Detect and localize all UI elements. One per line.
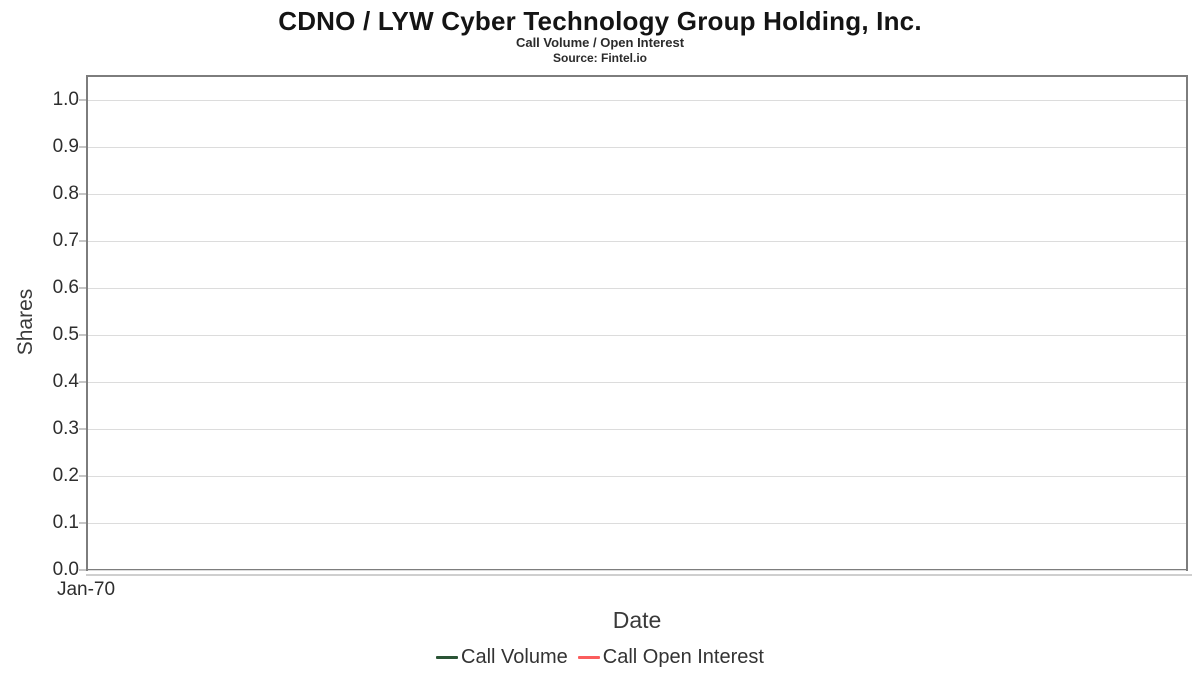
- y-axis-tick: [79, 193, 86, 195]
- y-gridline: [88, 382, 1186, 383]
- y-gridline: [88, 288, 1186, 289]
- y-axis-tick: [79, 240, 86, 242]
- y-gridline: [88, 476, 1186, 477]
- y-tick-label: 0.1: [52, 512, 79, 533]
- y-gridline: [88, 570, 1186, 571]
- chart-subtitle: Call Volume / Open Interest: [515, 35, 685, 50]
- y-gridline: [88, 241, 1186, 242]
- y-axis-tick: [79, 99, 86, 101]
- y-axis-tick: [79, 522, 86, 524]
- y-tick-label: 0.3: [52, 418, 79, 439]
- y-tick-label: 0.6: [52, 277, 79, 298]
- y-tick-label: 0.8: [52, 183, 79, 204]
- y-axis-tick: [79, 334, 86, 336]
- y-gridline: [88, 429, 1186, 430]
- legend-label-call-open-interest: Call Open Interest: [602, 646, 764, 668]
- y-tick-label: 1.0: [52, 89, 79, 110]
- legend-item-call-open-interest: Call Open Interest: [577, 646, 764, 669]
- legend-item-call-volume: Call Volume: [436, 646, 568, 669]
- x-axis-title: Date: [612, 607, 662, 633]
- y-axis-tick: [79, 475, 86, 477]
- x-tick-label: Jan-70: [56, 579, 116, 600]
- legend-label-call-volume: Call Volume: [461, 646, 568, 668]
- y-gridline: [88, 335, 1186, 336]
- y-axis-tick: [79, 146, 86, 148]
- chart-source: Source: Fintel.io: [552, 51, 647, 65]
- call-volume-line-swatch-icon: [436, 656, 459, 659]
- y-tick-label: 0.5: [52, 324, 79, 345]
- legend: Call Volume Call Open Interest: [0, 646, 1200, 669]
- y-axis-tick: [79, 287, 86, 289]
- y-gridline: [88, 523, 1186, 524]
- y-gridline: [88, 100, 1186, 101]
- y-tick-label: 0.0: [52, 559, 79, 580]
- y-axis-tick: [79, 428, 86, 430]
- x-axis-line: [86, 574, 1192, 576]
- y-gridline: [88, 194, 1186, 195]
- y-tick-label: 0.4: [52, 371, 79, 392]
- call-open-interest-line-swatch-icon: [577, 656, 600, 659]
- y-tick-label: 0.7: [52, 230, 79, 251]
- plot-area: [79, 75, 1188, 571]
- y-gridline: [88, 147, 1186, 148]
- chart-title: CDNO / LYW Cyber Technology Group Holdin…: [278, 6, 922, 36]
- y-tick-label: 0.2: [52, 465, 79, 486]
- y-axis-tick: [79, 569, 86, 571]
- y-tick-label: 0.9: [52, 136, 79, 157]
- y-axis-tick: [79, 381, 86, 383]
